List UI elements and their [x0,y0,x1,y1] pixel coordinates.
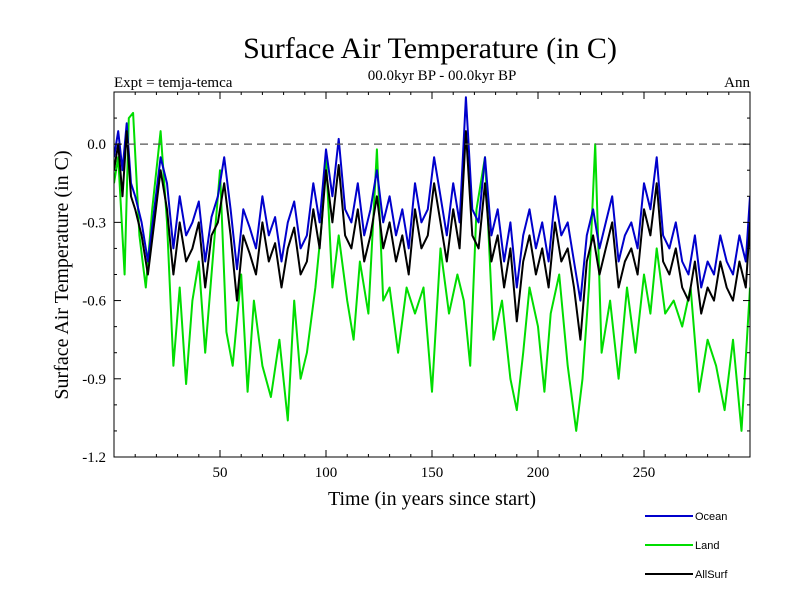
legend-label-ocean: Ocean [695,511,727,523]
x-tick-label: 150 [421,465,444,481]
x-tick-label: 250 [633,465,656,481]
x-tick-label: 200 [527,465,550,481]
legend-label-land: Land [695,540,719,552]
chart-subtitle: 00.0kyr BP - 00.0kyr BP [368,68,517,84]
y-tick-label: 0.0 [87,137,106,153]
x-tick-label: 100 [315,465,338,481]
x-axis-label: Time (in years since start) [328,488,536,510]
series-line-ocean [114,96,750,302]
expt-label: Expt = temja-temca [114,75,233,91]
y-tick-label: -0.9 [82,372,106,388]
period-label: Ann [724,75,750,91]
y-tick-label: -0.6 [82,294,106,310]
series-line-land [114,111,750,432]
y-tick-label: -0.3 [82,215,106,231]
series-layer [114,96,750,432]
legend: Ocean Land AllSurf [645,511,728,581]
y-tick-label: -1.2 [82,450,106,466]
y-axis-label: Surface Air Temperature (in C) [51,150,73,399]
plot-area [113,91,751,458]
x-tick-label: 50 [213,465,228,481]
y-axis: 0.0 -0.3 -0.6 -0.9 -1.2 [82,117,750,466]
x-axis: 50 100 150 200 250 [134,92,730,481]
legend-label-allsurf: AllSurf [695,569,728,581]
series-line-allsurf [114,130,750,341]
chart-title: Surface Air Temperature (in C) [243,32,617,65]
